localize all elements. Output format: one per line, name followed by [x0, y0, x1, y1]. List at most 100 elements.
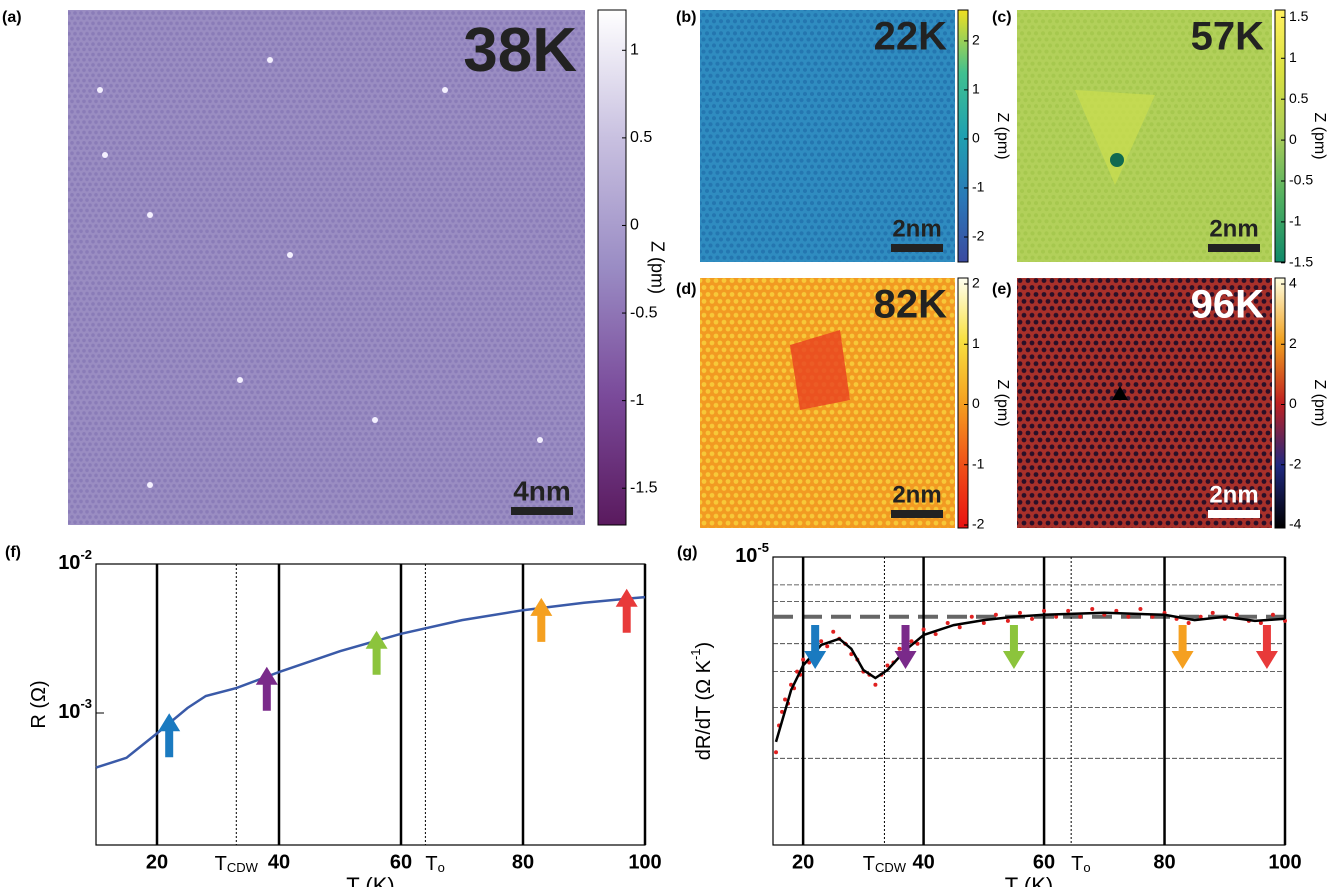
text-part: T: [425, 853, 437, 875]
colorbar-tick-label: -1: [972, 179, 985, 195]
colorbar-tick-label: 0: [972, 395, 980, 411]
colorbar-tick-label: 2: [972, 275, 980, 291]
defect: [147, 482, 153, 488]
data-point: [1054, 614, 1059, 619]
data-point: [993, 612, 998, 617]
data-point: [957, 625, 962, 630]
data-point: [849, 652, 854, 657]
text-part: -1: [688, 648, 703, 660]
data-line: [774, 611, 1286, 743]
text-part: CDW: [227, 860, 259, 875]
x-tick-label: 80: [512, 851, 534, 873]
x-tick-label: 20: [792, 851, 814, 873]
temperature-arrow: [894, 625, 917, 669]
data-point: [1017, 610, 1022, 615]
stm-image: [1017, 10, 1272, 262]
stm-image: [700, 10, 955, 262]
text-part: CDW: [875, 860, 907, 875]
colorbar-tick-label: -1.5: [1289, 254, 1313, 270]
defect: [287, 252, 293, 258]
text-part: ): [693, 642, 715, 649]
scale-bar-label: 4nm: [513, 475, 571, 506]
scale-bar: [511, 507, 573, 515]
defect: [1112, 386, 1128, 400]
x-tick-label: 40: [268, 851, 290, 873]
x-tick-label: 40: [912, 851, 934, 873]
transition-label: To: [1071, 853, 1090, 875]
x-tick-label: 60: [1033, 851, 1055, 873]
colorbar-label: Z (pm): [1311, 112, 1328, 159]
temperature-label: 22K: [874, 14, 947, 58]
data-line: [95, 595, 646, 769]
colorbar-tick-label: -0.5: [630, 304, 658, 321]
scale-bar: [1208, 244, 1260, 252]
defect: [102, 152, 108, 158]
data-point: [1258, 620, 1263, 625]
defect: [147, 212, 153, 218]
colorbar-tick-label: -0.5: [1289, 172, 1313, 188]
colorbar-tick-label: 4: [1289, 275, 1297, 291]
defect: [537, 437, 543, 443]
colorbar-tick-label: -2: [972, 228, 985, 244]
transition-label: TCDW: [215, 853, 259, 875]
colorbar-tick-label: 1: [630, 42, 639, 59]
data-point: [783, 697, 788, 702]
scale-bar: [891, 244, 943, 252]
temperature-arrow: [365, 630, 388, 675]
defect: [1110, 153, 1124, 167]
colorbar-tick-label: 0: [630, 217, 639, 234]
data-point: [774, 750, 779, 755]
colorbar: [1274, 9, 1286, 263]
temperature-label: 82K: [874, 282, 947, 326]
defect: [442, 87, 448, 93]
data-point: [1138, 606, 1143, 611]
y-axis-label: dR/dT (Ω K-1): [688, 642, 715, 760]
data-point: [1210, 610, 1215, 615]
panel-label: (a): [2, 9, 22, 26]
transition-label: TCDW: [863, 853, 907, 875]
data-point: [1114, 608, 1119, 613]
data-point: [1030, 616, 1035, 621]
scale-bar: [1208, 510, 1260, 518]
x-axis-label: T (K): [1005, 873, 1053, 887]
data-point: [945, 620, 950, 625]
scale-bar-label: 2nm: [1209, 481, 1258, 508]
data-point: [1198, 614, 1203, 619]
data-point: [915, 641, 920, 646]
colorbar-tick-label: 1: [972, 335, 980, 351]
scale-bar-label: 2nm: [1209, 215, 1258, 242]
data-point: [981, 620, 986, 625]
stm-image: [1017, 278, 1272, 528]
transition-label: To: [425, 853, 444, 875]
panel-label: (f): [5, 544, 21, 561]
scale-bar-label: 2nm: [892, 481, 941, 508]
text-part: T: [863, 853, 875, 875]
panel-label: (g): [677, 544, 697, 561]
data-point: [795, 669, 800, 674]
data-point: [873, 682, 878, 687]
data-point: [909, 639, 914, 644]
colorbar-tick-label: -1: [630, 392, 644, 409]
colorbar-tick-label: 2: [972, 32, 980, 48]
text-part: 10: [58, 701, 80, 723]
x-tick-label: 20: [146, 851, 168, 873]
defect: [372, 417, 378, 423]
colorbar-label: Z (pm): [1311, 379, 1328, 426]
scale-bar: [891, 510, 943, 518]
x-tick-label: 60: [390, 851, 412, 873]
temperature-label: 96K: [1191, 282, 1264, 326]
temperature-label: 38K: [463, 16, 577, 85]
y-tick-label: 10-5: [735, 540, 769, 567]
data-point: [1234, 612, 1239, 617]
colorbar-tick-label: -1: [972, 455, 985, 471]
x-tick-label: 80: [1153, 851, 1175, 873]
stm-image: [68, 10, 585, 525]
panel-label: (d): [676, 281, 696, 298]
colorbar-tick-label: -4: [1289, 516, 1302, 532]
colorbar-tick-label: 0: [972, 130, 980, 146]
text-part: T: [1071, 853, 1083, 875]
colorbar-tick-label: -2: [972, 516, 985, 532]
data-point: [1186, 620, 1191, 625]
scale-bar-label: 2nm: [892, 215, 941, 242]
